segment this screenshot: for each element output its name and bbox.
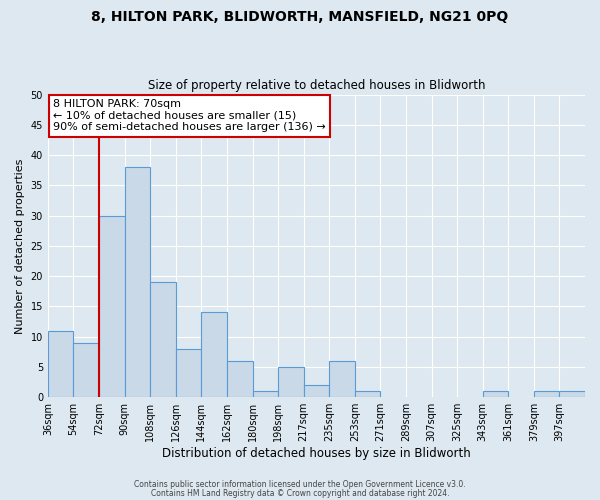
Text: Contains public sector information licensed under the Open Government Licence v3: Contains public sector information licen… xyxy=(134,480,466,489)
Y-axis label: Number of detached properties: Number of detached properties xyxy=(15,158,25,334)
Bar xyxy=(125,167,150,397)
Bar xyxy=(559,391,585,397)
Bar xyxy=(99,216,125,397)
Bar xyxy=(482,391,508,397)
Bar xyxy=(48,330,73,397)
Title: Size of property relative to detached houses in Blidworth: Size of property relative to detached ho… xyxy=(148,79,485,92)
Bar xyxy=(73,342,99,397)
Bar xyxy=(202,312,227,397)
Bar xyxy=(534,391,559,397)
X-axis label: Distribution of detached houses by size in Blidworth: Distribution of detached houses by size … xyxy=(162,447,471,460)
Text: Contains HM Land Registry data © Crown copyright and database right 2024.: Contains HM Land Registry data © Crown c… xyxy=(151,488,449,498)
Bar xyxy=(227,361,253,397)
Bar xyxy=(329,361,355,397)
Bar xyxy=(355,391,380,397)
Text: 8, HILTON PARK, BLIDWORTH, MANSFIELD, NG21 0PQ: 8, HILTON PARK, BLIDWORTH, MANSFIELD, NG… xyxy=(91,10,509,24)
Bar xyxy=(176,349,202,397)
Bar xyxy=(253,391,278,397)
Bar xyxy=(150,282,176,397)
Text: 8 HILTON PARK: 70sqm
← 10% of detached houses are smaller (15)
90% of semi-detac: 8 HILTON PARK: 70sqm ← 10% of detached h… xyxy=(53,99,326,132)
Bar xyxy=(304,385,329,397)
Bar xyxy=(278,367,304,397)
